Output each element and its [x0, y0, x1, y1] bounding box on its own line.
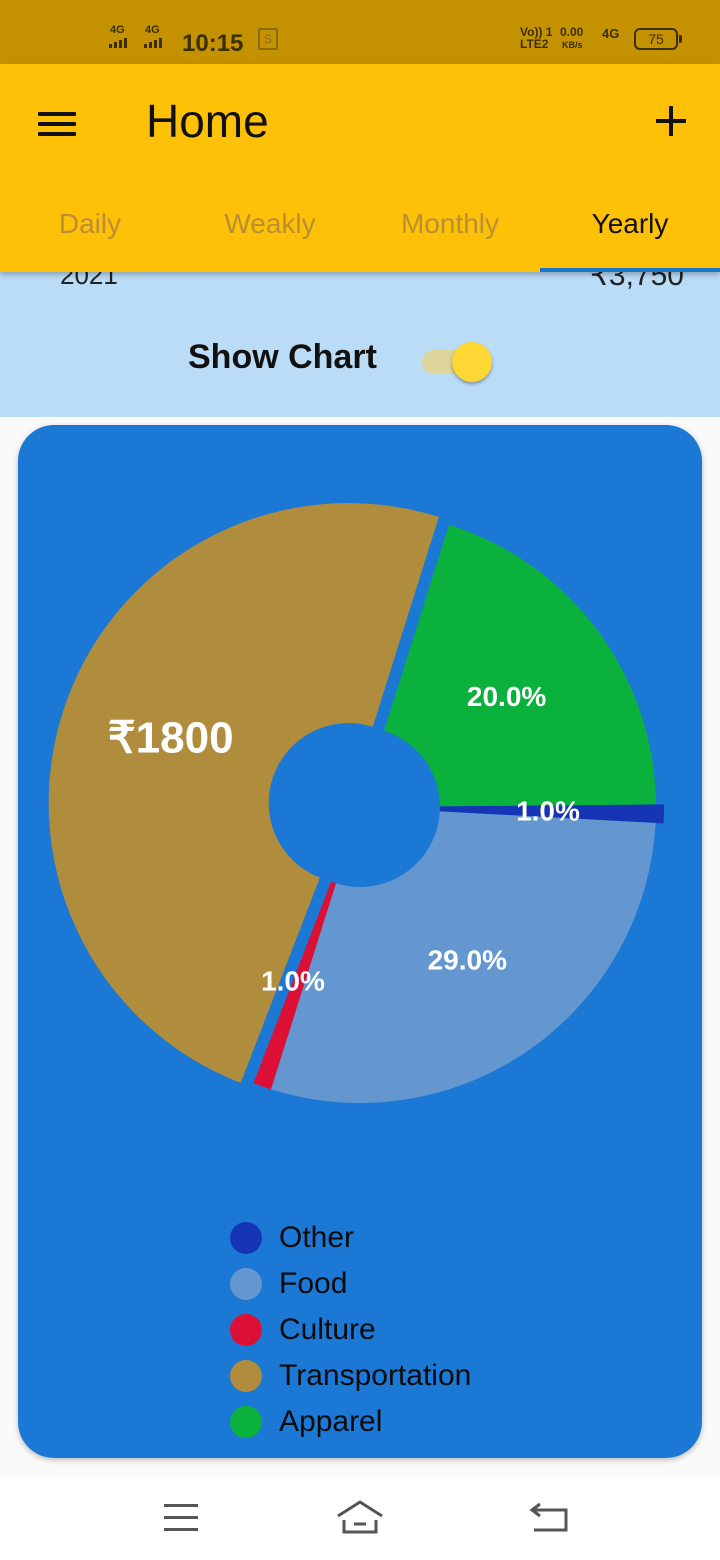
legend-item-culture: Culture — [230, 1307, 471, 1353]
legend-item-food: Food — [230, 1261, 471, 1307]
pie-chart: 1.0% 29.0% 1.0% ₹1800 20.0% — [48, 503, 664, 1103]
hamburger-menu-icon[interactable] — [38, 112, 76, 136]
legend-swatch-other — [230, 1222, 262, 1254]
system-nav-bar — [0, 1476, 720, 1560]
legend-label-food: Food — [279, 1267, 348, 1300]
legend-label-culture: Culture — [279, 1313, 376, 1346]
tab-weakly[interactable]: Weakly — [224, 208, 316, 239]
legend-swatch-food — [230, 1268, 262, 1300]
pie-label-apparel: 20.0% — [467, 681, 546, 712]
back-icon[interactable] — [528, 1500, 570, 1536]
tab-monthly[interactable]: Monthly — [400, 208, 500, 239]
show-chart-toggle[interactable] — [420, 342, 496, 382]
network-type-label: 4G — [602, 26, 620, 41]
pie-label-transportation: ₹1800 — [108, 713, 234, 762]
status-bar: 4G 4G 10:15 S Vo)) 1 LTE2 0.00 KB/s 4G 7… — [0, 0, 720, 64]
legend-swatch-culture — [230, 1314, 262, 1346]
tab-yearly[interactable]: Yearly — [540, 200, 720, 272]
show-chart-label: Show Chart — [188, 338, 377, 376]
page-title: Home — [146, 95, 269, 147]
legend-item-apparel: Apparel — [230, 1399, 471, 1445]
legend-label-apparel: Apparel — [279, 1405, 383, 1438]
net-speed-value: 0.00 — [560, 25, 584, 39]
sim2-signal-icon — [144, 38, 162, 48]
legend-item-other: Other — [230, 1215, 471, 1261]
period-tabs: Daily Weakly Monthly Yearly — [0, 200, 720, 272]
legend-item-transportation: Transportation — [230, 1353, 471, 1399]
recent-apps-icon[interactable] — [164, 1504, 198, 1540]
clock: 10:15 — [182, 30, 244, 57]
app-bar: Home Daily Weakly Monthly Yearly — [0, 64, 720, 272]
screenshot-notification-icon: S — [258, 28, 278, 50]
tab-daily[interactable]: Daily — [58, 208, 122, 239]
legend-label-other: Other — [279, 1221, 355, 1254]
chart-card: 1.0% 29.0% 1.0% ₹1800 20.0% Other Food Culture… — [18, 425, 702, 1458]
sim1-network-label: 4G — [110, 24, 125, 36]
pie-label-culture: 1.0% — [261, 965, 325, 996]
pie-label-food: 29.0% — [428, 944, 507, 975]
net-speed-unit: KB/s — [562, 40, 583, 50]
sim1-signal-icon — [109, 38, 127, 48]
sim2-network-label: 4G — [145, 24, 160, 36]
chart-legend: Other Food Culture Transportation Apparel — [230, 1215, 471, 1445]
pie-slice-other[interactable] — [439, 804, 664, 824]
pie-label-other: 1.0% — [516, 795, 580, 826]
toggle-thumb[interactable] — [452, 342, 492, 382]
home-icon[interactable] — [334, 1498, 386, 1538]
battery-icon: 75 — [634, 28, 682, 50]
legend-swatch-apparel — [230, 1406, 262, 1438]
add-button[interactable] — [652, 102, 690, 140]
legend-swatch-transportation — [230, 1360, 262, 1392]
legend-label-transportation: Transportation — [279, 1359, 472, 1392]
summary-strip: 2021 ₹3,750 Show Chart — [0, 259, 720, 417]
lte-indicator: LTE2 — [520, 37, 549, 51]
volte-indicator: Vo)) 1 — [520, 25, 553, 39]
pie-slice-culture[interactable] — [253, 881, 336, 1090]
pie-slice-apparel[interactable] — [384, 524, 656, 807]
pie-slice-food[interactable] — [270, 811, 656, 1103]
pie-slice-transportation[interactable] — [48, 503, 439, 1083]
